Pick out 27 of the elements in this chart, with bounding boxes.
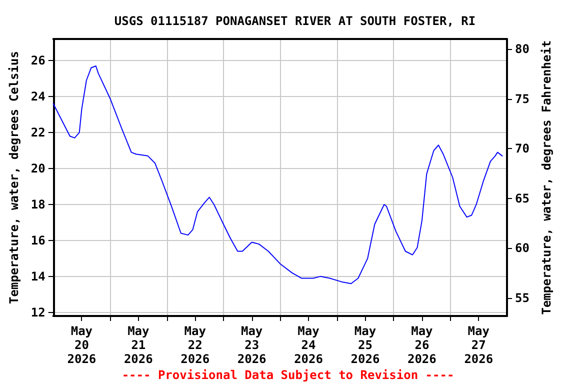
y-tick-label: 18 bbox=[30, 197, 46, 212]
x-tick-label: May 26 2026 bbox=[407, 324, 436, 366]
y2-tick-label: 65 bbox=[515, 191, 530, 206]
y2-tick-label: 75 bbox=[515, 92, 530, 106]
x-tick-label: May 27 2026 bbox=[464, 324, 494, 366]
y-tick-label: 22 bbox=[30, 126, 46, 140]
x-tick-label: May 25 2026 bbox=[350, 324, 380, 366]
y-axis-title: Temperature, water, degrees Celsius bbox=[7, 51, 21, 304]
x-tick-label: May 24 2026 bbox=[294, 324, 323, 366]
y-tick-label: 14 bbox=[30, 269, 46, 284]
x-tick-label: May 22 2026 bbox=[180, 324, 210, 366]
y-tick-label: 16 bbox=[30, 233, 46, 248]
x-tick-label: May 20 2026 bbox=[67, 324, 96, 366]
x-tick-label: May 21 2026 bbox=[124, 324, 153, 366]
y-tick-label: 26 bbox=[30, 54, 46, 68]
y-tick-label: 20 bbox=[30, 162, 46, 176]
y2-tick-label: 55 bbox=[515, 291, 530, 306]
y-tick-label: 12 bbox=[30, 305, 46, 320]
line-series bbox=[52, 65, 503, 284]
y2-tick-label: 70 bbox=[515, 142, 530, 156]
text: ---- Provisional Data Subject to Revision ---- bbox=[122, 368, 454, 382]
chart-title: USGS 01115187 PONAGANSET RIVER AT SOUTH FOSTER, RI bbox=[114, 14, 476, 28]
y2-tick-label: 80 bbox=[515, 42, 530, 56]
y2-tick-label: 60 bbox=[515, 241, 530, 256]
y-tick-label: 24 bbox=[30, 90, 46, 104]
y2-axis-title: Temperature, water, degrees Fahrenheit bbox=[539, 40, 554, 315]
x-tick-label: May 23 2026 bbox=[237, 324, 266, 366]
